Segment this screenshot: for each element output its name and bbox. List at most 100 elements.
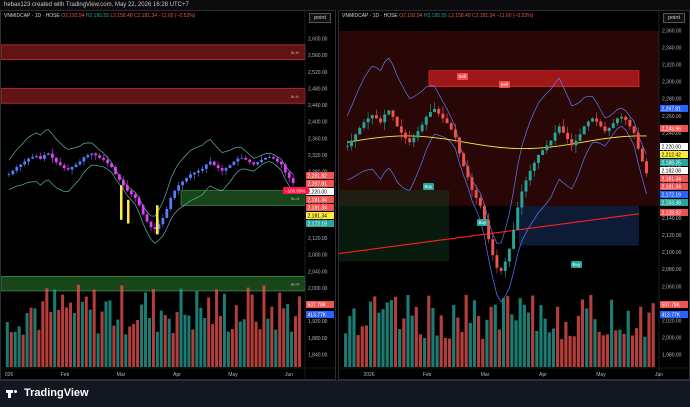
candle-body (478, 197, 482, 206)
volume-bar (518, 298, 522, 367)
zone-label: Bu-M (291, 283, 299, 287)
candle-body (31, 157, 34, 159)
candle-body (212, 161, 216, 166)
candle-body (537, 154, 540, 163)
left-legend-low: L2,158.48 (110, 13, 133, 19)
candle-body (177, 185, 181, 191)
candle-body (503, 261, 507, 272)
price-label-box (660, 167, 688, 174)
volume-bar (443, 337, 447, 367)
volume-bar (610, 299, 614, 367)
candle-body (141, 205, 145, 215)
footer: TradingView (0, 380, 690, 407)
right-legend-symbol: VNMIDCAP · 1D · HOSE (342, 13, 398, 19)
volume-bar (364, 325, 369, 367)
volume-bar (132, 323, 136, 367)
upper-band-line (346, 57, 647, 244)
volume-bar (199, 307, 203, 367)
right-point-button[interactable]: point (663, 13, 685, 23)
candle-body (412, 137, 416, 143)
candle-body (582, 126, 586, 135)
candle-body (566, 132, 570, 140)
candle-body (399, 126, 403, 133)
y-tick-label: 2,360.00 (662, 29, 682, 35)
zone-box (339, 189, 449, 262)
candle-body (19, 164, 23, 167)
candle-body (607, 127, 611, 132)
candle-body (474, 189, 478, 198)
volume-bar (96, 333, 100, 367)
zone-box (339, 30, 659, 206)
volume-bar (485, 319, 489, 367)
price-label-text: 413.77K (308, 313, 327, 319)
logo-text: TradingView (24, 387, 89, 399)
candle-body (416, 131, 420, 138)
candle-body (603, 126, 607, 132)
volume-bar (226, 331, 230, 367)
y-tick-label: 2,400.00 (308, 120, 328, 126)
left-chart-canvas[interactable]: Br-M Br-M Bu-M Bu-M 2,600.00 2,560.00 2,520.00… (0, 11, 335, 379)
left-legend-high: H2,195.55 (85, 13, 109, 19)
volume-bar (510, 314, 514, 367)
y-tick-label: 2,100.00 (662, 250, 682, 256)
volume-bar (647, 312, 651, 367)
candle-body (387, 110, 391, 115)
volume-bar (65, 307, 69, 367)
y-tick-label: 2,040.00 (308, 269, 328, 275)
candle-body (611, 123, 615, 128)
price-label-text: 2,181.34 (662, 177, 682, 183)
volume-bar (108, 300, 112, 367)
candle-body (114, 167, 117, 175)
candle-body (345, 146, 349, 148)
candle-body (374, 115, 378, 119)
candle-body (272, 157, 275, 159)
candle-body (153, 227, 157, 229)
volume-bar (72, 312, 76, 367)
candle-body (578, 134, 582, 141)
left-chart-pane[interactable]: Br-M Br-M Bu-M Bu-M 2,600.00 2,560.00 2,520.00… (0, 10, 336, 380)
candle-body (102, 157, 106, 160)
volume-bar (25, 312, 29, 367)
candle-body (133, 194, 137, 198)
volume-bar (191, 329, 195, 367)
volume-bar (147, 318, 151, 367)
candle-body (185, 177, 188, 182)
candle-body (244, 157, 248, 160)
candle-body (189, 174, 192, 178)
y-tick-label: 2,000.00 (308, 286, 328, 292)
volume-bar (489, 306, 493, 367)
right-chart-canvas[interactable]: 2,360.00 2,340.00 2,320.00 2,300.00 2,280.00… (338, 11, 689, 379)
x-tick-label: Feb (61, 372, 70, 378)
tradingview-logo[interactable]: TradingView (6, 387, 89, 399)
candle-body (433, 108, 437, 113)
candle-body (11, 170, 15, 175)
volume-bar (9, 332, 13, 367)
candle-body (35, 156, 38, 158)
x-tick-label: Mar (117, 372, 126, 378)
volume-bar (116, 319, 120, 367)
price-label-text: 2,220.00 (662, 145, 682, 151)
y-tick-label: 2,260.00 (662, 114, 682, 120)
candle-body (354, 134, 358, 141)
candle-body (391, 110, 395, 117)
right-chart-pane[interactable]: 2,360.00 2,340.00 2,320.00 2,300.00 2,280.00… (338, 10, 690, 380)
candle-body (545, 145, 549, 151)
candle-body (287, 172, 291, 178)
left-point-button[interactable]: point (309, 13, 331, 23)
volume-bar (531, 295, 535, 367)
volume-bar (447, 338, 452, 367)
volume-bar (297, 296, 301, 367)
candle-body (595, 118, 599, 122)
candle-body (379, 118, 383, 123)
price-label-box (306, 172, 334, 179)
candle-body (420, 124, 424, 132)
volume-bar (278, 292, 282, 367)
candle-body (383, 114, 387, 123)
volume-bar (477, 315, 481, 367)
volume-bar (418, 334, 423, 367)
volume-bar (92, 289, 96, 367)
candle-body (240, 157, 244, 159)
volume-bar (120, 285, 124, 367)
volume-bar (207, 297, 211, 367)
volume-bar (234, 305, 238, 367)
